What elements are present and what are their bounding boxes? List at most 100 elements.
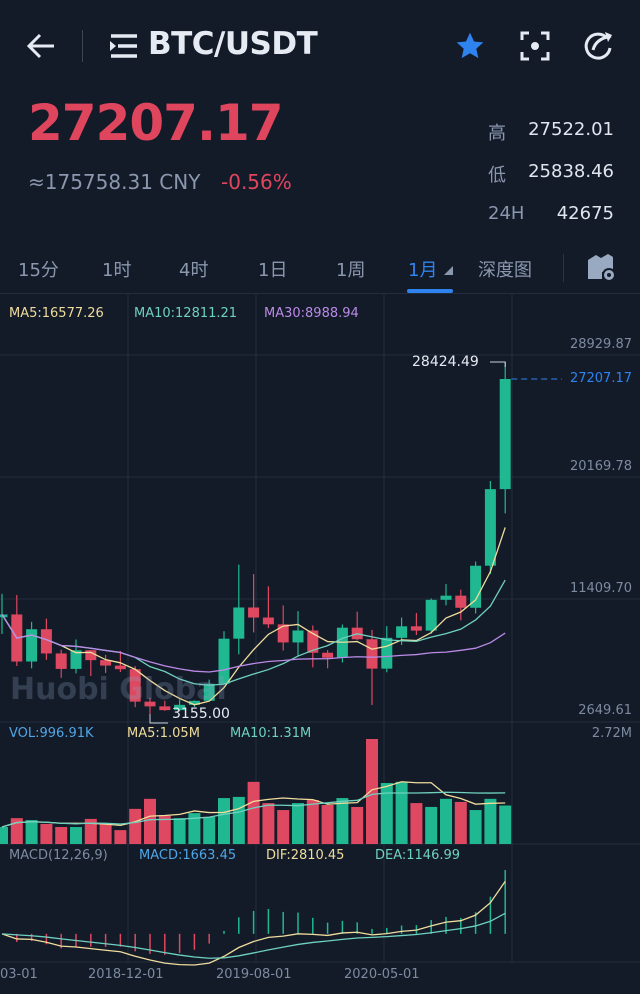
volume-bar (10, 818, 23, 844)
candle-body (396, 626, 408, 638)
volume-bar (410, 803, 423, 844)
candle-body (174, 704, 186, 711)
candle-body (277, 624, 289, 643)
date-label: 03-01 (0, 967, 38, 982)
dif-line (1, 881, 506, 966)
volume-bar (158, 815, 171, 844)
ma10-label: MA10:12811.21 (134, 306, 238, 321)
candle-body (425, 599, 437, 631)
share-icon[interactable] (581, 28, 615, 62)
candle-body (26, 629, 38, 662)
active-tab-underline (407, 289, 453, 293)
last-price: 27207.17 (28, 94, 284, 152)
volume-bar (218, 798, 230, 844)
volume-bar (469, 810, 482, 844)
dea-line (1, 912, 506, 959)
candle-body (144, 701, 156, 707)
candle-body (381, 637, 393, 669)
volume-bar (277, 810, 290, 844)
screenshot-icon[interactable] (519, 30, 551, 62)
volume-bar (306, 799, 319, 844)
tab-1d[interactable]: 1日 (258, 260, 288, 281)
high-marker-line (490, 361, 506, 368)
candle-body (410, 626, 422, 631)
candle-body (55, 653, 67, 669)
candle-body (470, 565, 482, 608)
candle-body (188, 700, 200, 705)
candle-body (159, 706, 171, 711)
tab-divider (563, 254, 564, 282)
volume-bar (395, 781, 408, 844)
volume-bar (425, 806, 438, 844)
volume-bar (321, 805, 334, 844)
ma5-label: MA5:16577.26 (9, 306, 104, 321)
candle-body (455, 595, 467, 608)
volume-label: 24H (488, 203, 525, 224)
candle-body (440, 595, 452, 600)
pair-title: BTC/USDT (148, 26, 318, 62)
ma5-line (1, 527, 506, 706)
ma30-label: MA30:8988.94 (264, 306, 359, 321)
tab-1w[interactable]: 1周 (336, 260, 366, 281)
volume-bar (55, 827, 68, 844)
candle-body (307, 630, 319, 653)
candle-body (322, 652, 334, 658)
volume-bar (114, 830, 127, 844)
volume-bar (262, 803, 275, 844)
volume-bar (336, 798, 349, 844)
tab-1mo[interactable]: 1月 (408, 260, 438, 281)
back-arrow-icon[interactable] (24, 30, 58, 62)
volume-value: 42675 (556, 203, 614, 224)
dea-label: DEA:1146.99 (375, 848, 461, 863)
volume-bar (247, 781, 260, 844)
candle-body (85, 650, 97, 661)
high-marker: 28424.49 (412, 354, 479, 370)
price-axis-label: 28929.87 (569, 337, 632, 352)
tab-4h[interactable]: 4时 (179, 260, 209, 281)
macd-label: MACD:1663.45 (139, 848, 237, 863)
vol-axis-label: 2.72M (591, 726, 632, 741)
date-label: 2018-12-01 (88, 967, 164, 982)
volume-bar (454, 801, 467, 844)
menu-list-icon[interactable] (108, 33, 140, 59)
vol-ma10-line (1, 791, 506, 828)
candle-body (100, 660, 112, 666)
candle-body (499, 378, 511, 490)
volume-bar (484, 798, 497, 844)
vol-ma5-label: MA5:1.05M (127, 726, 200, 741)
price-axis-label: 2649.61 (578, 703, 632, 718)
high-label: 高 (488, 123, 506, 144)
tabs-separator (0, 293, 640, 294)
candle-body (262, 617, 274, 625)
tab-depth[interactable]: 深度图 (478, 260, 532, 281)
volume-bar (84, 818, 97, 844)
candle-body (366, 639, 378, 669)
volume-bar (203, 816, 216, 844)
volume-bar (292, 803, 304, 844)
volume-bar (440, 798, 452, 844)
low-label: 低 (488, 165, 506, 186)
tab-1h[interactable]: 1时 (102, 260, 132, 281)
volume-bar (366, 739, 378, 844)
volume-bar (232, 796, 245, 844)
volume-bar (188, 813, 201, 844)
candle-body (218, 638, 230, 684)
macd-title: MACD(12,26,9) (9, 848, 108, 863)
candle-body (114, 665, 126, 670)
volume-bar (99, 823, 112, 844)
volume-bar (0, 827, 8, 844)
date-label: 2019-08-01 (216, 967, 292, 982)
star-icon[interactable] (453, 30, 487, 62)
chart-settings-icon[interactable] (586, 251, 618, 283)
high-value: 27522.01 (528, 119, 614, 140)
candle-body (40, 629, 52, 654)
date-label: 2020-05-01 (344, 967, 420, 982)
tab-15m[interactable]: 15分 (18, 260, 59, 281)
header-divider (82, 30, 83, 62)
volume-bar (144, 798, 156, 844)
dif-label: DIF:2810.45 (266, 848, 345, 863)
vol-ma10-label: MA10:1.31M (230, 726, 312, 741)
volume-bar (499, 805, 512, 844)
low-marker-line (149, 713, 168, 724)
